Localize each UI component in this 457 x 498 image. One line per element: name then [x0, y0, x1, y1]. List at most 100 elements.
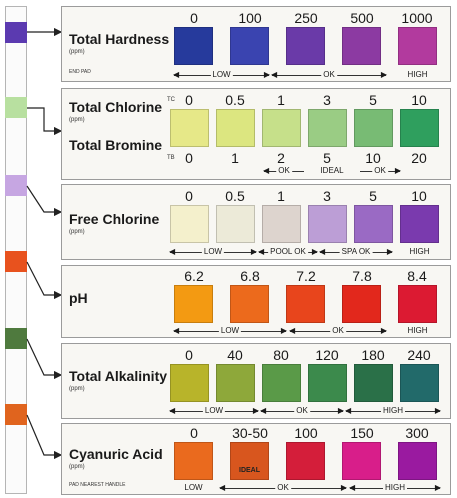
- panel-ph: pH 6.2 6.8 7.2 7.8 8.4 ◀ ▶ LOW ◀ ▶ OK HIGH: [61, 265, 451, 338]
- connector-total-alkalinity: [26, 338, 63, 380]
- range-high: HIGH: [409, 247, 430, 256]
- strip-pad-chlorine-bromine: [5, 97, 27, 118]
- range-low: ◀ ▶ LOW: [173, 70, 270, 80]
- value-label: 30-50: [232, 425, 268, 441]
- color-chip: [170, 364, 209, 402]
- test-title-bromine: Total Bromine: [69, 137, 163, 153]
- value-label: 0.5: [225, 188, 245, 204]
- value-label: 0: [185, 347, 193, 363]
- color-chip: [216, 109, 255, 147]
- color-chip: [286, 285, 325, 323]
- panel-total-alkalinity: Total Alkalinity (ppm) 0 40 80 120 180 2…: [61, 343, 451, 419]
- value-label: 40: [227, 347, 243, 363]
- value-label-tc: 3: [323, 92, 331, 108]
- test-title: Free Chlorine: [69, 211, 160, 227]
- color-chip: [286, 27, 325, 65]
- value-label-tc: 0.5: [225, 92, 245, 108]
- color-chip: [400, 205, 439, 243]
- value-label: 1000: [401, 10, 433, 26]
- color-chip: [308, 364, 347, 402]
- color-chip: [216, 205, 255, 243]
- value-label-tb: 5: [323, 150, 331, 166]
- value-label: 250: [294, 10, 318, 26]
- value-label: 0: [190, 10, 198, 26]
- color-chip: [398, 285, 437, 323]
- value-label-tb: 0: [185, 150, 193, 166]
- value-label: 10: [411, 188, 427, 204]
- range-ok: ◀ ▶ OK: [289, 326, 387, 336]
- connector-ph: [26, 261, 63, 300]
- color-chip: [174, 285, 213, 323]
- range-high: ◀ ▶ HIGH: [349, 483, 441, 493]
- panel-total-chlorine-bromine: Total Chlorine (ppm) Total Bromine TC TB…: [61, 88, 451, 180]
- strip-pad-total-alkalinity: [5, 328, 27, 349]
- value-label: 7.8: [352, 268, 372, 284]
- value-label: 0: [185, 188, 193, 204]
- test-title: Cyanuric Acid: [69, 446, 163, 462]
- color-chip: [400, 109, 439, 147]
- value-label: 240: [407, 347, 431, 363]
- connector-free-chlorine: [26, 185, 63, 217]
- value-label: 6.2: [184, 268, 204, 284]
- color-chip: [262, 205, 301, 243]
- range-high: HIGH: [407, 326, 428, 335]
- range-pool-ok: ◀ ▶ POOL OK: [258, 247, 318, 257]
- range-ok: ◀ ▶ OK: [271, 70, 387, 80]
- test-title: Total Hardness: [69, 31, 170, 47]
- test-note: PAD NEAREST HANDLE: [69, 482, 126, 488]
- value-label: 150: [350, 425, 374, 441]
- color-chip: [174, 27, 213, 65]
- value-label: 0: [190, 425, 198, 441]
- value-label: 8.4: [407, 268, 427, 284]
- value-label-tc: 10: [411, 92, 427, 108]
- color-chip: [308, 205, 347, 243]
- value-label: 80: [273, 347, 289, 363]
- range-high: ◀ ▶ HIGH: [345, 406, 441, 416]
- ideal-chip-label: IDEAL: [239, 467, 260, 474]
- range-spa-ok: ◀ ▶ SPA OK: [319, 247, 393, 257]
- value-label-tb: 20: [411, 150, 427, 166]
- color-chip: [262, 109, 301, 147]
- test-title: Total Alkalinity: [69, 368, 168, 384]
- color-chip: [354, 364, 393, 402]
- strip-pad-ph: [5, 251, 27, 272]
- range-ok: ◀ ▶ OK: [219, 483, 347, 493]
- color-chip: [400, 364, 439, 402]
- strip-pad-free-chlorine: [5, 175, 27, 196]
- value-label: 500: [350, 10, 374, 26]
- color-chip: [398, 27, 437, 65]
- test-title: Total Chlorine: [69, 99, 163, 115]
- color-chip: [174, 442, 213, 480]
- value-label: 100: [294, 425, 318, 441]
- value-label: 6.8: [240, 268, 260, 284]
- color-chip: [170, 109, 209, 147]
- test-strip: [5, 6, 27, 494]
- range-ok-left: ◀ OK: [263, 166, 304, 176]
- value-label: 3: [323, 188, 331, 204]
- test-note: END PAD: [69, 69, 91, 75]
- strip-pad-cyanuric-acid: [5, 404, 27, 425]
- test-unit: (ppm): [69, 229, 85, 235]
- test-title: pH: [69, 290, 88, 306]
- color-chip: [342, 27, 381, 65]
- test-unit: (ppm): [69, 386, 85, 392]
- color-chip: [262, 364, 301, 402]
- color-chip: [354, 205, 393, 243]
- row-tag-tc: TC: [167, 97, 175, 103]
- value-label: 7.2: [296, 268, 316, 284]
- test-unit: (ppm): [69, 49, 85, 55]
- range-ok: ◀ ▶ OK: [260, 406, 344, 416]
- color-chip: [230, 285, 269, 323]
- value-label: 100: [238, 10, 262, 26]
- panel-cyanuric-acid: Cyanuric Acid (ppm) PAD NEAREST HANDLE 0…: [61, 423, 451, 495]
- range-ideal: IDEAL: [320, 166, 344, 175]
- connector-chlorine-bromine: [27, 107, 63, 136]
- range-low: LOW: [184, 483, 203, 492]
- test-unit: (ppm): [69, 117, 85, 123]
- color-chip: [170, 205, 209, 243]
- color-chip: [286, 442, 325, 480]
- strip-pad-total-hardness: [5, 22, 27, 43]
- row-tag-tb: TB: [167, 155, 175, 161]
- range-low: ◀ ▶ LOW: [173, 326, 287, 336]
- color-chip: [354, 109, 393, 147]
